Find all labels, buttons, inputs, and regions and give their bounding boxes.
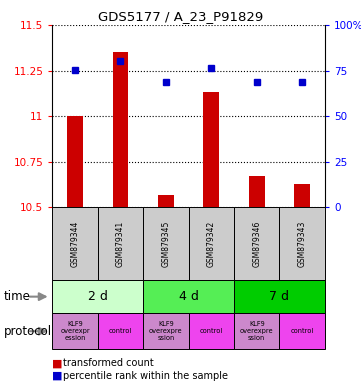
- Text: percentile rank within the sample: percentile rank within the sample: [63, 371, 228, 381]
- Bar: [67, 116, 83, 207]
- Text: transformed count: transformed count: [63, 358, 154, 368]
- Text: GSM879344: GSM879344: [70, 221, 79, 267]
- Text: ■: ■: [52, 371, 63, 381]
- Text: GDS5177 / A_23_P91829: GDS5177 / A_23_P91829: [98, 10, 263, 23]
- Text: control: control: [200, 328, 223, 334]
- Text: 4 d: 4 d: [179, 290, 199, 303]
- Text: KLF9
overexpr
ession: KLF9 overexpr ession: [60, 321, 90, 341]
- Text: GSM879343: GSM879343: [298, 221, 307, 267]
- Text: KLF9
overexpre
ssion: KLF9 overexpre ssion: [149, 321, 183, 341]
- Bar: [113, 52, 129, 207]
- Bar: [294, 184, 310, 207]
- Text: KLF9
overexpre
ssion: KLF9 overexpre ssion: [240, 321, 274, 341]
- Text: 2 d: 2 d: [88, 290, 108, 303]
- Text: GSM879342: GSM879342: [207, 221, 216, 267]
- Bar: [203, 93, 219, 207]
- Text: GSM879346: GSM879346: [252, 221, 261, 267]
- Text: time: time: [4, 290, 30, 303]
- Bar: [249, 176, 265, 207]
- Text: 7 d: 7 d: [269, 290, 290, 303]
- Bar: [158, 195, 174, 207]
- Text: control: control: [109, 328, 132, 334]
- Text: control: control: [291, 328, 314, 334]
- Text: protocol: protocol: [4, 325, 52, 338]
- Text: GSM879341: GSM879341: [116, 221, 125, 267]
- Text: ■: ■: [52, 358, 63, 368]
- Text: GSM879345: GSM879345: [161, 221, 170, 267]
